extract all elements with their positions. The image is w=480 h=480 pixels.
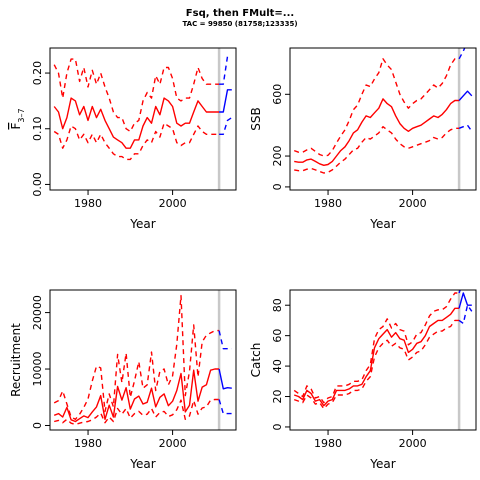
- series-forecast-dashed-line: [218, 399, 232, 415]
- y-tick-label: 0.10: [31, 116, 44, 141]
- series-forecast-dashed-line: [219, 56, 229, 85]
- series-history-solid-line: [53, 97, 220, 149]
- x-tick-label: 2000: [159, 197, 187, 210]
- series-forecast-dashed-line: [458, 48, 466, 60]
- y-tick-label: 0: [271, 183, 284, 190]
- x-tick-label: 2000: [399, 197, 427, 210]
- y-tick-label: 20000: [31, 295, 44, 330]
- y-axis-label: F3–7: [9, 108, 26, 129]
- y-tick-label: 0.00: [31, 172, 44, 197]
- series-history-dashed-line: [294, 125, 460, 174]
- series-forecast-dashed-line: [218, 330, 232, 350]
- y-tick-label: 0: [31, 422, 44, 429]
- series-forecast-solid-line: [218, 368, 232, 390]
- y-tick-label: 600: [271, 84, 284, 105]
- y-tick-label: 80: [271, 298, 284, 312]
- y-axis-label-subscript: 3–7: [17, 108, 26, 122]
- series-history-dashed-line: [53, 58, 220, 133]
- y-tick-label: 10000: [31, 352, 44, 387]
- plot-frame: [289, 47, 477, 191]
- series-history-dashed-line: [54, 398, 220, 426]
- x-tick-label: 2000: [159, 437, 187, 450]
- chart-panel-2: 1980 2000 0 200 600 Year SSB: [249, 47, 477, 231]
- y-tick-label: 20: [271, 390, 284, 404]
- series-history-dashed-line: [293, 319, 460, 410]
- x-tick-label: 2000: [399, 437, 427, 450]
- y-axis-label: Catch: [249, 343, 263, 378]
- x-tick-label: 1980: [314, 197, 342, 210]
- y-axis-label: SSB: [249, 107, 263, 130]
- series-history-dashed-line: [293, 58, 460, 157]
- series-forecast-dashed-line: [458, 124, 473, 132]
- chart-subtitle: TAC = 99850 (81758;123335): [182, 20, 298, 28]
- chart-main-title: Fsq, then FMult=...: [185, 8, 295, 19]
- series-history-dashed-line: [53, 122, 220, 161]
- x-tick-label: 1980: [314, 437, 342, 450]
- series-forecast-solid-line: [458, 292, 472, 309]
- series-group: [53, 56, 233, 161]
- x-axis-label: Year: [129, 457, 155, 471]
- plot-frame: [49, 289, 237, 431]
- y-tick-label: 200: [271, 146, 284, 167]
- y-tick-label: 0.20: [31, 61, 44, 86]
- title-block: Fsq, then FMult=... TAC = 99850 (81758;1…: [0, 8, 480, 28]
- chart-panel-1: 1980 2000 0.00 0.10 0.20 Year F3–7: [9, 47, 237, 231]
- series-group: [53, 294, 232, 426]
- y-axis-label: Recruitment: [9, 323, 23, 397]
- series-history-dashed-line: [53, 294, 220, 420]
- series-group: [293, 290, 473, 410]
- series-history-dashed-line: [293, 292, 460, 404]
- series-history-solid-line: [53, 368, 220, 423]
- series-history-solid-line: [293, 307, 460, 407]
- series-forecast-dashed-line: [458, 304, 473, 325]
- y-axis-label-main: F: [9, 123, 23, 130]
- series-history-solid-line: [294, 98, 460, 167]
- series-forecast-solid-line: [458, 90, 473, 101]
- chart-panel-4: 1980 2000 0 20 40 60 80 Year Catch: [249, 289, 477, 471]
- plot-frame: [289, 289, 477, 431]
- series-group: [293, 48, 473, 174]
- y-tick-label: 40: [271, 359, 284, 373]
- x-axis-label: Year: [129, 217, 155, 231]
- series-forecast-dashed-line: [219, 117, 233, 136]
- x-axis-label: Year: [369, 457, 395, 471]
- x-tick-label: 1980: [74, 197, 102, 210]
- x-tick-label: 1980: [74, 437, 102, 450]
- y-tick-label: 0: [271, 423, 284, 430]
- plot-frame: [49, 47, 237, 191]
- y-tick-label: 60: [271, 329, 284, 343]
- x-axis-label: Year: [369, 217, 395, 231]
- series-forecast-solid-line: [219, 89, 232, 113]
